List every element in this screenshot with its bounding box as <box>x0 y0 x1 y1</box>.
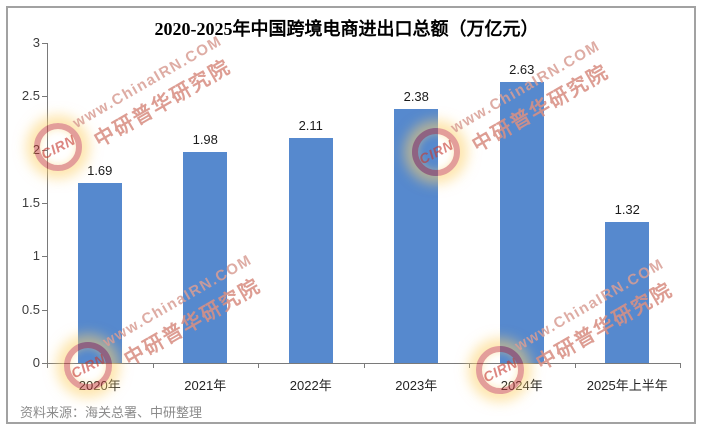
bar-value-label: 1.32 <box>614 202 640 218</box>
bar <box>288 137 333 363</box>
bar <box>605 222 650 363</box>
x-axis-label: 2022年 <box>289 378 332 393</box>
x-axis-tick <box>47 364 48 368</box>
y-axis-tick <box>42 149 47 151</box>
x-axis-tick <box>258 364 259 368</box>
source-note: 资料来源：海关总署、中研整理 <box>20 405 203 420</box>
y-axis-tick-label: 0 <box>32 355 40 370</box>
y-axis-tick-label: 1 <box>32 248 40 264</box>
bar-value-label: 1.69 <box>87 162 113 178</box>
x-axis-tick <box>363 364 365 368</box>
bar-value-label: 1.98 <box>192 131 218 147</box>
y-axis-tick-label: 2 <box>32 141 40 157</box>
y-axis-tick-label: 3 <box>32 35 40 50</box>
y-axis-tick <box>42 43 47 44</box>
x-axis-tick <box>469 364 470 368</box>
y-axis-tick <box>42 96 47 98</box>
x-axis-label: 2024年 <box>500 378 543 393</box>
bar <box>183 151 228 363</box>
x-axis-label: 2021年 <box>184 378 227 393</box>
x-axis-tick <box>574 364 576 368</box>
bar-value-label: 2.63 <box>509 62 535 78</box>
bar <box>499 82 544 363</box>
x-axis-tick <box>152 364 154 368</box>
bar-value-label: 2.38 <box>403 89 429 105</box>
x-axis-label: 2023年 <box>395 378 438 393</box>
x-axis-label: 2020年 <box>78 378 121 393</box>
chart-title: 2020-2025年中国跨境电商进出口总额（万亿元） <box>154 19 539 39</box>
x-axis-tick <box>680 364 681 368</box>
plot-area <box>47 43 681 364</box>
bar <box>77 182 122 363</box>
x-axis-label: 2025年上半年 <box>586 378 668 393</box>
y-axis-tick <box>42 363 47 364</box>
y-axis-tick <box>42 203 47 204</box>
bar-value-label: 2.11 <box>298 117 323 133</box>
y-axis-tick-label: 2.5 <box>21 88 40 104</box>
y-axis-tick-label: 1.5 <box>21 195 40 210</box>
bar <box>394 109 439 363</box>
y-axis-tick-label: 0.5 <box>21 301 40 317</box>
y-axis-tick <box>42 256 47 258</box>
y-axis-tick <box>42 309 47 311</box>
